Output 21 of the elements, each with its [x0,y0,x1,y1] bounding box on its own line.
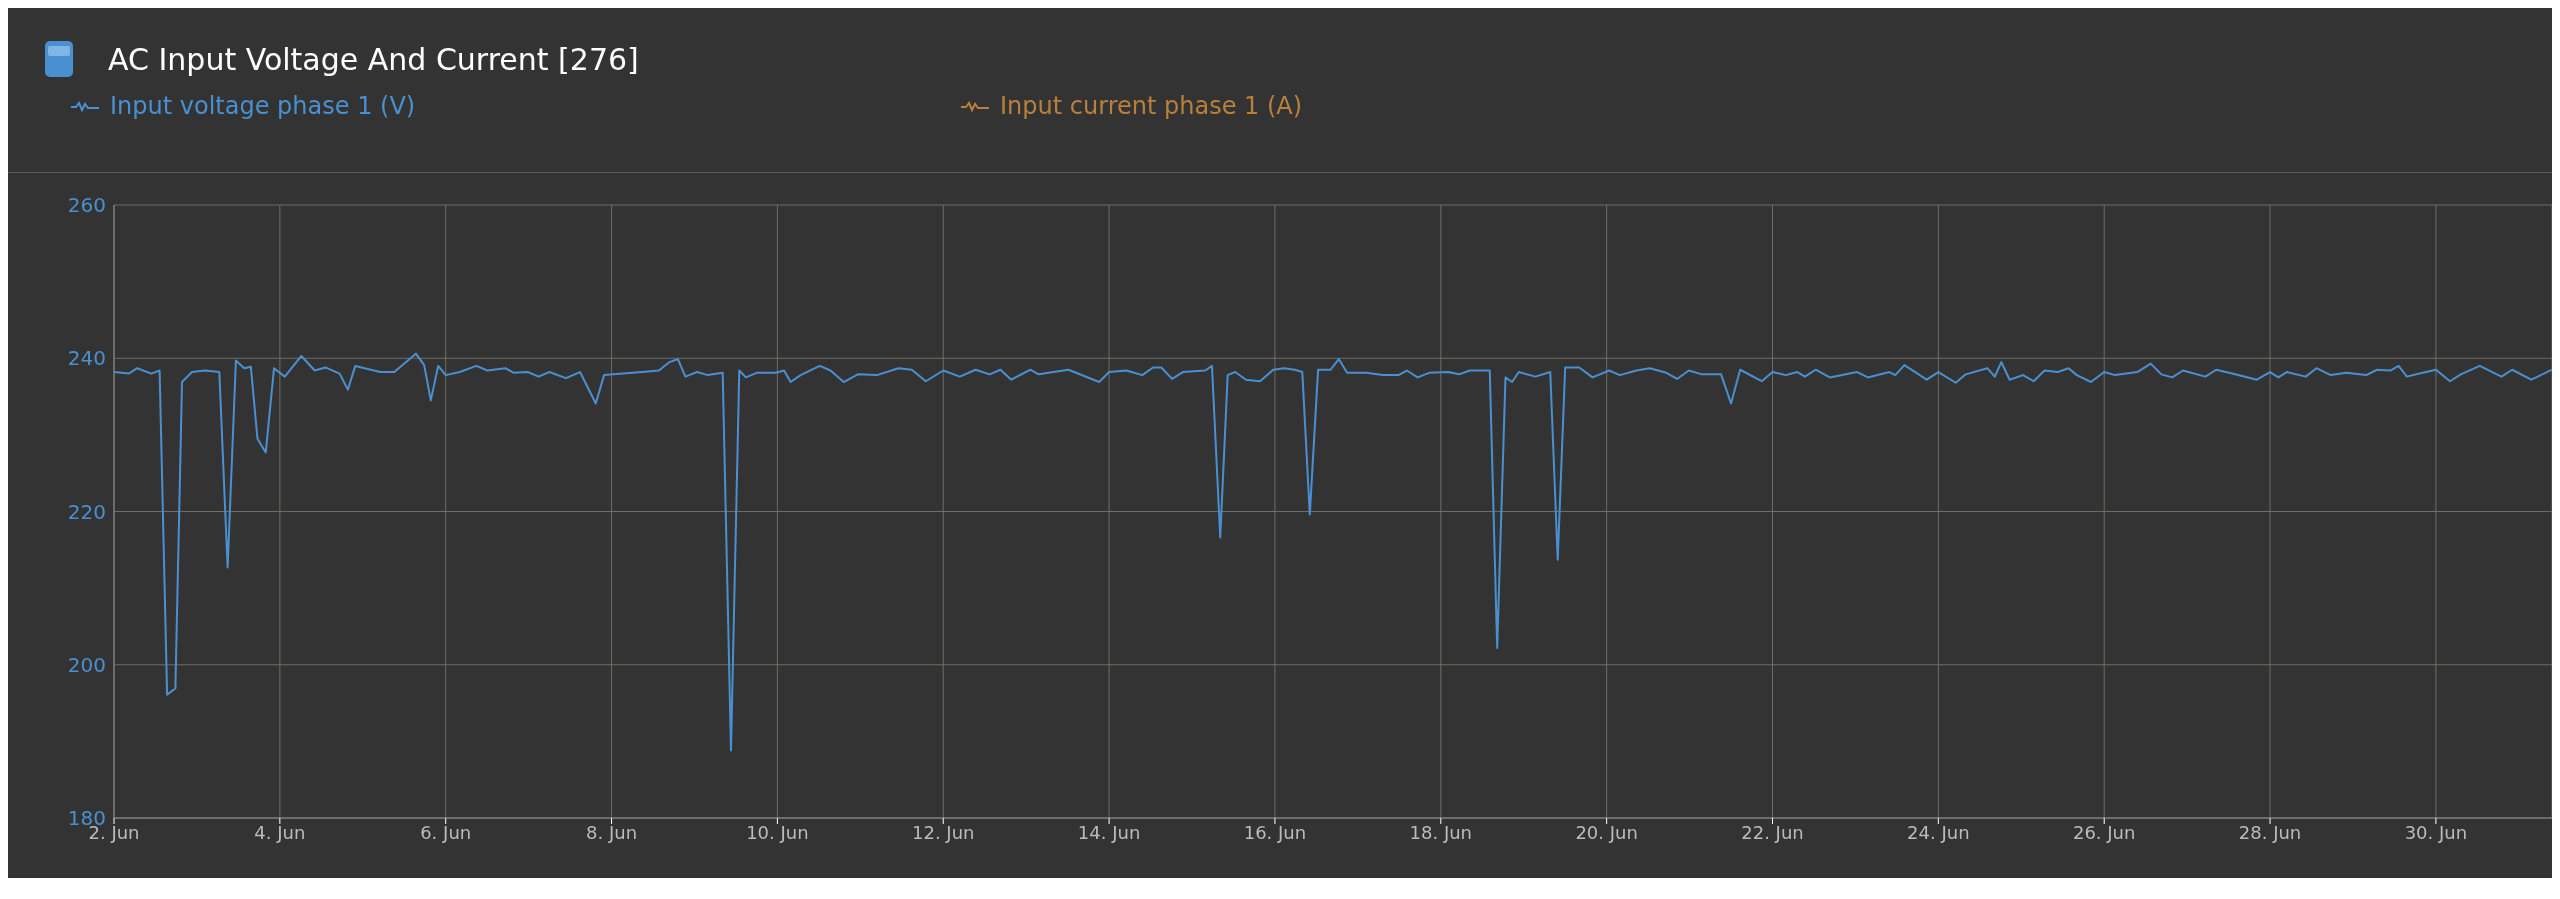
y-tick-label: 220 [67,499,106,524]
legend-label: Input voltage phase 1 (V) [110,92,416,120]
x-tick-label: 28. Jun [2238,821,2302,843]
x-tick-label: 10. Jun [746,821,809,843]
x-tick-label: 16. Jun [1243,821,1307,843]
y-tick-label: 260 [67,193,106,218]
y-tick-label: 200 [67,652,106,677]
x-tick-label: 4. Jun [254,821,306,843]
x-tick-label: 12. Jun [912,821,975,843]
x-tick-label: 8. Jun [586,821,638,843]
x-tick-label: 18. Jun [1409,821,1473,843]
y-tick-label: 240 [67,346,106,371]
x-tick-label: 26. Jun [2072,821,2136,843]
x-tick-label: 30. Jun [2404,821,2468,843]
x-tick-label: 6. Jun [420,821,472,843]
legend-label: Input current phase 1 (A) [1000,92,1303,120]
x-tick-label: 24. Jun [1907,821,1970,843]
chart-title: AC Input Voltage And Current [276] [108,41,639,77]
x-tick-label: 14. Jun [1077,821,1141,843]
x-tick-label: 20. Jun [1575,821,1638,843]
x-tick-label: 22. Jun [1741,821,1804,843]
